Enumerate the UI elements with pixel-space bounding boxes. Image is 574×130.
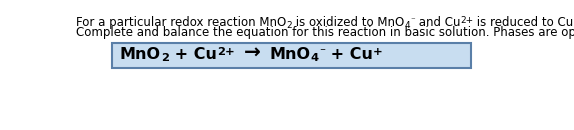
Text: ⁻: ⁻ xyxy=(319,47,325,57)
Text: MnO: MnO xyxy=(120,47,161,62)
Text: 2+: 2+ xyxy=(216,47,234,57)
Text: is reduced to Cu: is reduced to Cu xyxy=(474,16,573,29)
Text: and Cu: and Cu xyxy=(415,16,460,29)
Text: 2: 2 xyxy=(286,21,292,30)
FancyBboxPatch shape xyxy=(112,43,471,68)
Text: + Cu: + Cu xyxy=(325,47,373,62)
Text: 4: 4 xyxy=(405,21,410,30)
Text: For a particular redox reaction MnO: For a particular redox reaction MnO xyxy=(76,16,286,29)
Text: →: → xyxy=(244,44,261,63)
Text: is oxidized to MnO: is oxidized to MnO xyxy=(292,16,405,29)
Text: +: + xyxy=(373,47,383,57)
Text: ⁻: ⁻ xyxy=(410,16,415,25)
Text: MnO: MnO xyxy=(270,47,311,62)
Text: 2+: 2+ xyxy=(460,16,474,25)
Text: + Cu: + Cu xyxy=(169,47,216,62)
Text: Complete and balance the equation for this reaction in basic solution. Phases ar: Complete and balance the equation for th… xyxy=(76,26,574,39)
Text: 4: 4 xyxy=(311,53,319,63)
Text: 2: 2 xyxy=(161,53,169,63)
